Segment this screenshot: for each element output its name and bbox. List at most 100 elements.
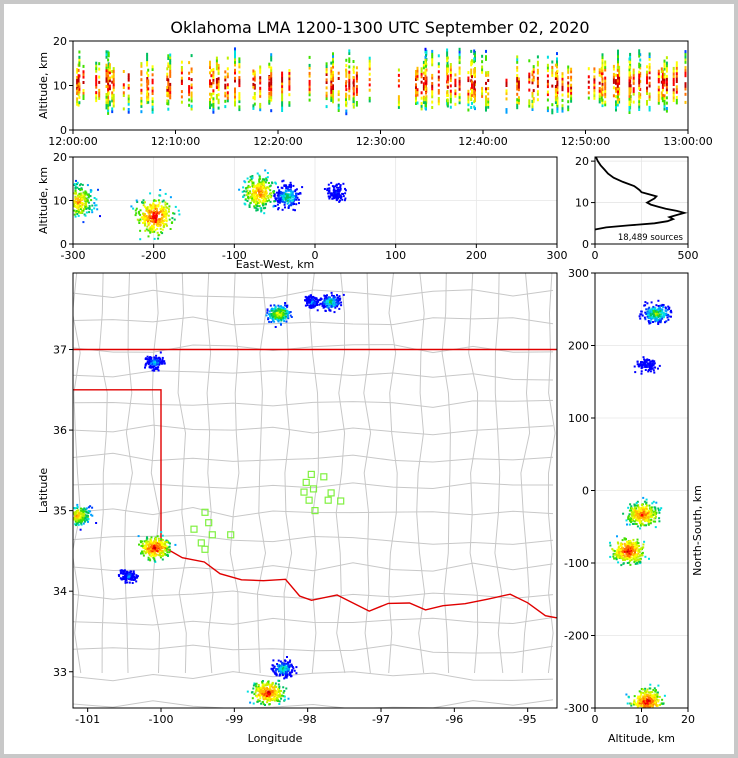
ew-height-source [84, 196, 87, 199]
ew-height-source [135, 199, 138, 202]
plan-view-source [271, 682, 274, 685]
time-height-source [661, 72, 664, 76]
ew-height-source [339, 188, 342, 191]
plan-view-source [159, 351, 162, 354]
time-height-source [546, 98, 549, 102]
ew-height-source [263, 185, 266, 188]
plan-view-source [254, 683, 257, 686]
ew-height-source [78, 192, 81, 195]
time-height-source [675, 80, 678, 83]
time-height-source [638, 78, 641, 82]
time-height-source [616, 68, 619, 72]
time-height-source [76, 84, 79, 87]
plan-view-source [77, 520, 80, 523]
plan-view-source [158, 544, 161, 547]
y-tick-label: 10 [575, 197, 589, 210]
plan-view-source [152, 555, 155, 558]
plan-view-source [125, 574, 128, 577]
plan-view-source [174, 543, 177, 546]
plan-view-source [146, 540, 149, 543]
time-height-source [397, 100, 400, 104]
time-height-source [270, 95, 273, 99]
ew-height-source [156, 231, 159, 234]
time-height-source [77, 68, 80, 72]
plan-view-source [267, 690, 270, 693]
time-height-source [458, 98, 461, 102]
plan-view-source [266, 309, 269, 312]
time-height-source [593, 80, 596, 84]
ew-height-source [249, 196, 251, 199]
ew-height-source [159, 189, 162, 191]
time-height-source [98, 75, 101, 79]
plan-view-source [257, 698, 260, 701]
time-height-source [657, 69, 660, 73]
ns-height-source [609, 544, 612, 547]
ew-height-source [339, 186, 342, 189]
plan-view-source [265, 691, 268, 694]
plan-view-source [272, 670, 275, 673]
time-height-source [587, 96, 590, 100]
county-line [363, 273, 372, 674]
x-tick-label: 12:10:00 [151, 135, 200, 148]
plan-view-source [286, 310, 289, 313]
plan-view-source [156, 535, 159, 538]
time-height-source [554, 74, 557, 78]
plan-view-source [80, 507, 82, 510]
ns-height-source [617, 545, 620, 548]
ew-height-source [251, 196, 254, 199]
time-height-source [424, 50, 427, 54]
ew-height-source [146, 225, 149, 228]
time-height-source [567, 81, 570, 85]
plan-view-source [330, 306, 333, 309]
ew-height-source [164, 213, 166, 215]
time-height-source [628, 97, 631, 101]
ns-height-source [653, 506, 656, 509]
plan-view-source [163, 543, 166, 546]
time-height-source [458, 53, 461, 57]
time-height-source [556, 80, 559, 84]
plan-view-source [255, 686, 258, 689]
time-height-source [190, 94, 193, 98]
time-height-source [308, 93, 311, 97]
time-height-source [554, 71, 557, 75]
plan-view-source [286, 312, 289, 315]
time-height-source [660, 70, 663, 73]
time-height-source [252, 77, 255, 81]
plan-view-source [154, 554, 157, 557]
ew-height-source [281, 200, 284, 203]
time-height-source [368, 59, 371, 63]
plan-view-source [267, 317, 270, 320]
county-line [547, 273, 556, 674]
time-height-source [76, 78, 79, 82]
time-height-source [188, 93, 191, 97]
time-height-source [638, 97, 641, 101]
ns-height-source [637, 511, 640, 514]
plan-view-source [141, 540, 143, 543]
ew-height-source [254, 191, 257, 194]
y-tick-label: 20 [53, 151, 67, 164]
time-height-source [180, 66, 183, 69]
ns-height-source [654, 313, 657, 316]
ew-height-source [143, 223, 146, 226]
time-height-source [167, 57, 170, 60]
plan-view-source [286, 674, 289, 677]
time-height-source [355, 66, 358, 70]
plan-view-source [314, 301, 317, 304]
time-height-source [345, 95, 347, 99]
plan-view-source [161, 546, 164, 549]
time-height-source [556, 88, 559, 92]
time-height-source [352, 86, 355, 90]
ew-height-source [336, 193, 339, 196]
time-height-source [415, 88, 417, 92]
ew-height-source [162, 208, 164, 211]
ew-height-source [289, 189, 292, 192]
time-height-source [98, 94, 101, 98]
time-height-source [420, 67, 423, 71]
time-height-source [330, 96, 333, 100]
plan-view-source [148, 546, 151, 549]
time-height-source [337, 98, 340, 102]
plan-view-source [318, 298, 321, 301]
plan-view-source [284, 676, 287, 679]
time-height-source [612, 94, 615, 98]
ew-height-source [292, 208, 295, 211]
